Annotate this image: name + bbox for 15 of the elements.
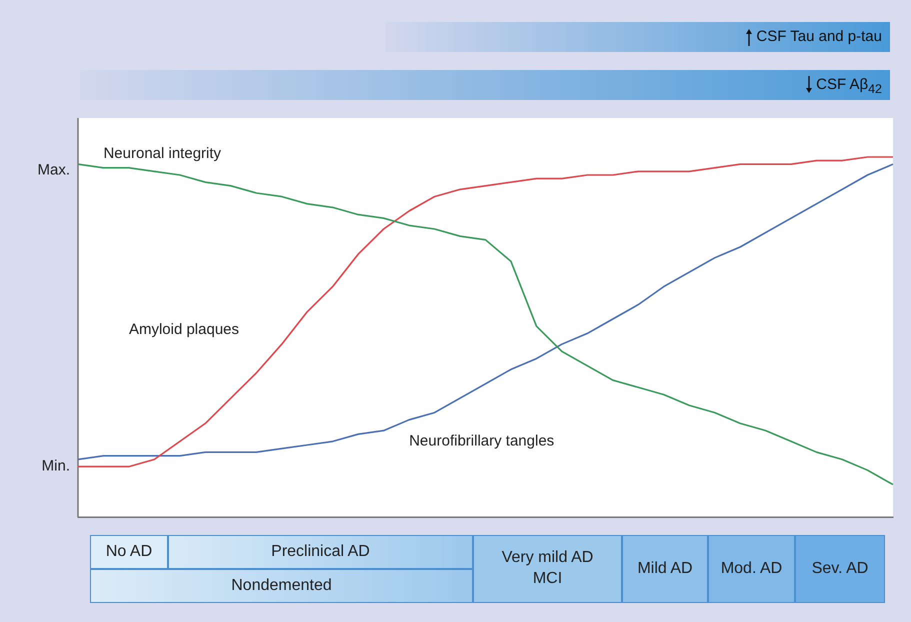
text: MCI <box>532 570 562 587</box>
text: Mod. AD <box>708 535 795 603</box>
text: Nondemented <box>90 569 473 603</box>
series-label: Neuronal integrity <box>103 144 222 162</box>
text: Preclinical AD <box>168 535 473 569</box>
gradient-strip: CSF Tau and p-tau <box>385 22 890 52</box>
text: Mild AD <box>622 535 708 603</box>
series-label: Neurofibrillary tangles <box>409 432 554 450</box>
text: Amyloid plaques <box>128 320 239 338</box>
gradient-strip: CSF Aβ$_{42}$ <box>80 70 890 100</box>
text: Sev. AD <box>795 535 885 603</box>
text: Max. <box>37 162 70 178</box>
text: No AD <box>90 535 168 569</box>
text: Min. <box>42 458 70 474</box>
text: Very mild AD <box>502 549 594 566</box>
